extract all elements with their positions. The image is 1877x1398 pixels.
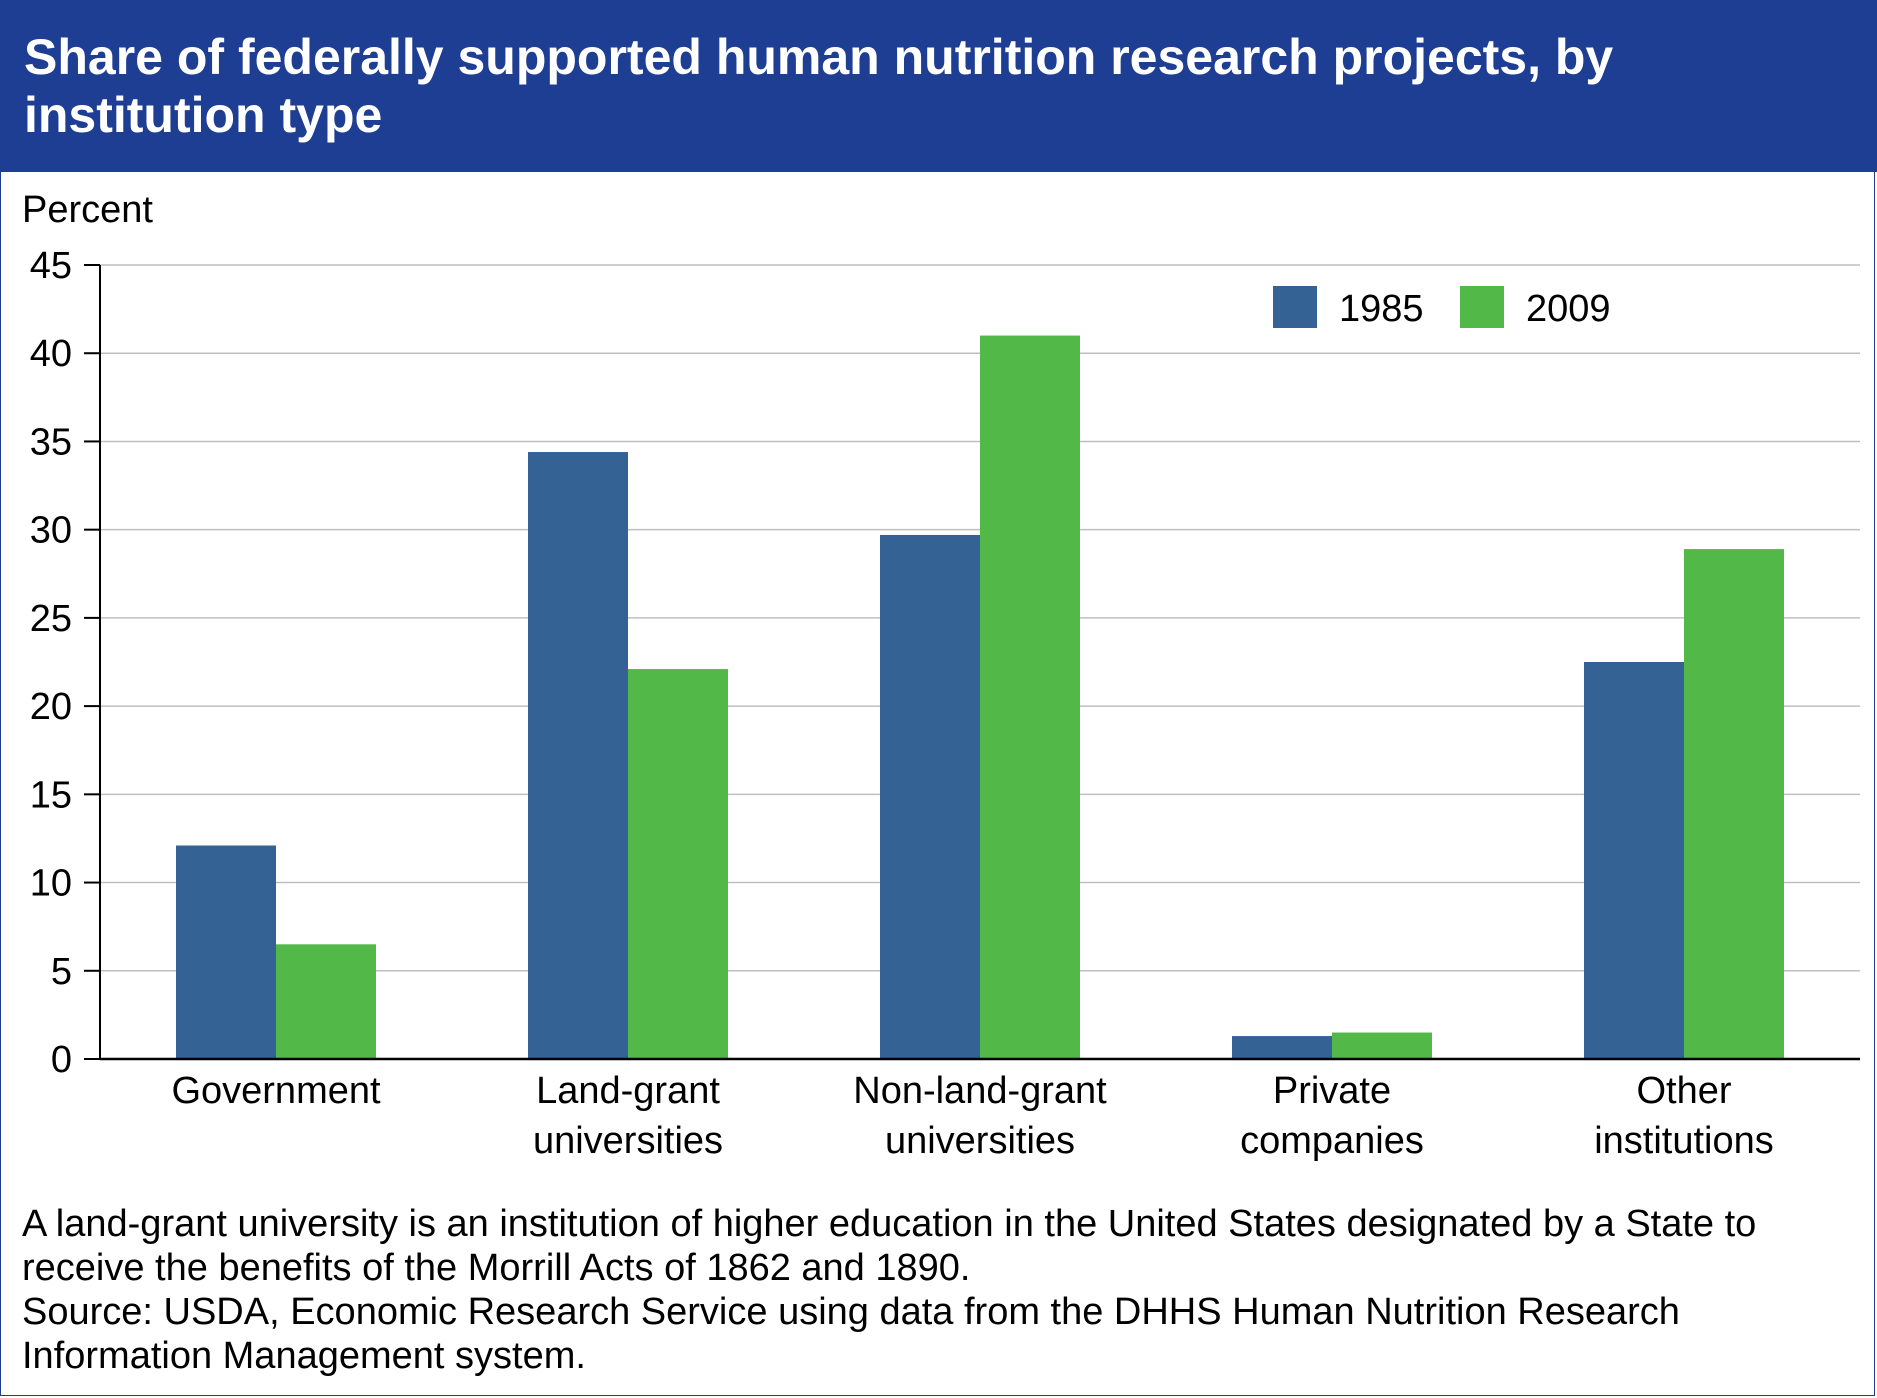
bar-1985 <box>1584 662 1684 1059</box>
y-tick-label: 30 <box>30 510 72 552</box>
legend-swatch-1985 <box>1273 286 1317 328</box>
bar-2009 <box>1332 1032 1432 1059</box>
y-tick-label: 10 <box>30 863 72 905</box>
x-tick-label: universities <box>885 1120 1075 1162</box>
bar-1985 <box>1232 1036 1332 1059</box>
bar-chart: Percent 0 5 10 15 20 25 30 35 40 45 Government Land-… <box>22 189 1860 1162</box>
bar-1985 <box>528 452 628 1059</box>
y-tick-label: 5 <box>51 951 72 993</box>
bar-2009 <box>276 944 376 1059</box>
x-tick-label: companies <box>1240 1120 1424 1162</box>
y-tick-label: 20 <box>30 686 72 728</box>
chart-title: Share of federally supported human nutri… <box>24 29 1614 143</box>
x-tick-label: Land-grant <box>536 1070 720 1112</box>
legend-swatch-2009 <box>1460 286 1504 328</box>
bar-2009 <box>628 669 728 1059</box>
bar-1985 <box>880 534 980 1059</box>
x-tick-label: Government <box>171 1070 381 1112</box>
x-tick-label: Non-land-grant <box>853 1070 1107 1112</box>
x-tick-label: Other <box>1636 1070 1731 1112</box>
x-tick-label: institutions <box>1594 1120 1774 1162</box>
legend-label-2009: 2009 <box>1526 288 1611 330</box>
y-tick-label: 45 <box>30 245 72 287</box>
bar-2009 <box>980 335 1080 1059</box>
footnote: A land-grant university is an institutio… <box>22 1203 1757 1289</box>
y-tick-label: 15 <box>30 774 72 816</box>
y-tick-label: 0 <box>51 1039 72 1081</box>
y-tick-label: 25 <box>30 598 72 640</box>
bar-1985 <box>176 845 276 1059</box>
y-tick-label: 40 <box>30 333 72 375</box>
legend-label-1985: 1985 <box>1339 288 1424 330</box>
y-axis-label: Percent <box>22 189 153 231</box>
x-tick-label: universities <box>533 1120 723 1162</box>
bar-2009 <box>1684 549 1784 1059</box>
y-tick-label: 35 <box>30 421 72 463</box>
title-bar: Share of federally supported human nutri… <box>0 0 1877 172</box>
source-note: Source: USDA, Economic Research Service … <box>22 1291 1680 1377</box>
x-tick-label: Private <box>1273 1070 1391 1112</box>
